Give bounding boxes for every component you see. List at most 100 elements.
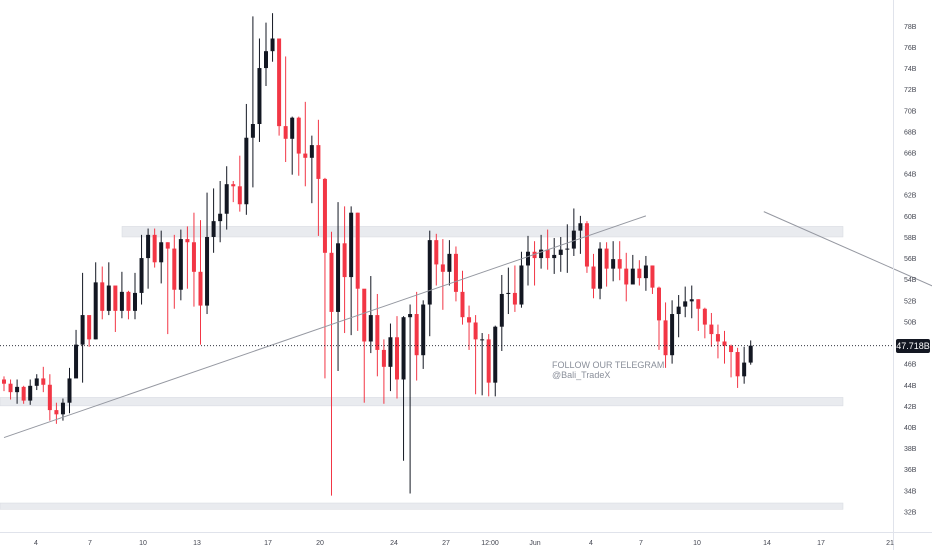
candle-body	[362, 288, 367, 342]
y-tick-label: 52B	[904, 298, 917, 305]
x-tick-label: 10	[139, 540, 147, 547]
zone-rect	[0, 502, 844, 510]
candle-body	[264, 51, 268, 69]
candle-body	[696, 299, 701, 309]
candle-body	[545, 249, 550, 259]
candle-body	[552, 254, 557, 259]
candle-body	[329, 252, 334, 312]
x-tick-label: 14	[763, 540, 771, 547]
candle-body	[702, 308, 707, 325]
candle-body	[139, 258, 144, 293]
candle-body	[598, 248, 603, 289]
candle-body	[447, 253, 452, 272]
candle-body	[119, 291, 124, 311]
candle-body	[748, 345, 753, 363]
candle-body	[126, 291, 131, 311]
x-tick-label: 12:00	[481, 540, 499, 547]
candle-body	[80, 315, 85, 345]
candle-body	[106, 285, 111, 311]
x-tick-label: 27	[442, 540, 450, 547]
candles-layer	[2, 13, 753, 496]
candle-body	[650, 265, 655, 288]
candle-body	[591, 266, 596, 289]
y-tick-label: 64B	[904, 172, 917, 179]
y-tick-label: 36B	[904, 467, 917, 474]
candle-body	[368, 315, 373, 342]
candle-body	[152, 234, 157, 263]
candle-body	[558, 249, 563, 255]
candle-body	[526, 251, 530, 266]
trend-line	[3, 215, 647, 439]
candle-body	[539, 249, 544, 259]
candle-body	[185, 239, 190, 243]
candle-body	[480, 339, 485, 341]
candle-body	[224, 184, 229, 214]
price-axis[interactable]: 78B 76B 74B 72B 70B 68B 66B 64B 62B 60B 58B 56B 54B 5…	[904, 24, 917, 517]
candle-body	[617, 259, 622, 269]
candle-body	[663, 320, 668, 356]
candle-body	[670, 314, 675, 356]
candle-body	[381, 349, 386, 367]
candle-body	[93, 282, 98, 340]
candle-body	[41, 378, 46, 385]
y-tick-label: 38B	[904, 446, 917, 453]
watermark-text: FOLLOW OUR TELEGRAM @Bali_TradeX	[552, 360, 664, 380]
y-tick-label: 74B	[904, 66, 917, 73]
candle-body	[467, 317, 472, 323]
candle-body	[74, 344, 79, 379]
candle-body	[388, 337, 393, 367]
candle-body	[336, 243, 341, 312]
candle-body	[532, 251, 537, 259]
x-tick-label: 4	[34, 540, 38, 547]
x-tick-label: 17	[817, 540, 825, 547]
zone-rect	[121, 226, 844, 238]
y-tick-label: 62B	[904, 193, 917, 200]
candle-body	[512, 292, 517, 305]
x-tick-label: 7	[639, 540, 643, 547]
y-tick-label: 34B	[904, 488, 917, 495]
trend-line	[763, 211, 932, 287]
candle-body	[519, 265, 524, 305]
candle-body	[584, 223, 589, 267]
y-tick-label: 78B	[904, 24, 917, 31]
candle-body	[290, 117, 295, 139]
candle-body	[211, 221, 216, 237]
candle-body	[250, 124, 255, 138]
candle-body	[408, 314, 413, 318]
candle-body	[231, 184, 236, 187]
candle-body	[578, 223, 583, 231]
candle-body	[87, 315, 92, 340]
y-tick-label: 56B	[904, 256, 917, 263]
candle-body	[735, 352, 740, 377]
watermark-line-1: FOLLOW OUR TELEGRAM	[552, 360, 665, 370]
y-tick-label: 44B	[904, 383, 917, 390]
candle-body	[715, 334, 720, 342]
candle-body	[689, 299, 694, 302]
candle-body	[499, 293, 504, 327]
candle-body	[28, 385, 33, 401]
y-tick-label: 70B	[904, 108, 917, 115]
candle-body	[473, 322, 478, 340]
x-tick-label: 13	[193, 540, 201, 547]
candle-body	[159, 242, 164, 263]
candle-body	[355, 212, 360, 289]
candle-body	[342, 243, 347, 278]
y-tick-label: 60B	[904, 214, 917, 221]
candle-body	[427, 240, 432, 305]
candle-body	[657, 287, 661, 321]
y-tick-label: 66B	[904, 151, 917, 158]
candle-body	[277, 38, 282, 127]
time-axis[interactable]: 4 7 10 13 17 20 24 27 12:00 Jun 4 7 10 14 17 21	[34, 540, 894, 547]
y-tick-label: 40B	[904, 425, 917, 432]
x-tick-label: 7	[88, 540, 92, 547]
watermark-line-2: @Bali_TradeX	[552, 370, 611, 380]
x-tick-label: 4	[589, 540, 593, 547]
candle-body	[604, 248, 609, 269]
candle-body	[375, 315, 380, 350]
candle-body	[100, 282, 105, 311]
candle-body	[303, 153, 308, 158]
candle-body	[2, 379, 6, 384]
candle-body	[47, 384, 52, 411]
